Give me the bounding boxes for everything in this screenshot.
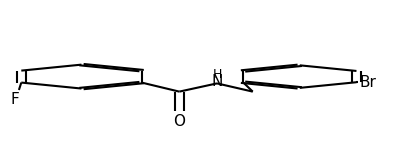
Text: N: N — [211, 74, 223, 89]
Text: H: H — [212, 68, 222, 81]
Text: Br: Br — [360, 75, 377, 90]
Text: F: F — [11, 92, 20, 107]
Text: O: O — [173, 114, 185, 129]
